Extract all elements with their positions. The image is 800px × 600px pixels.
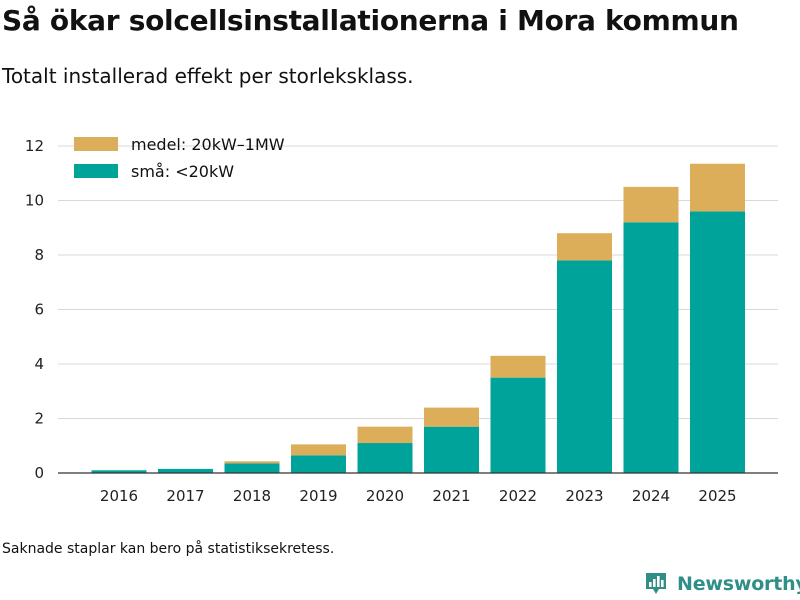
bar-segment-small [557,260,612,473]
bar-segment-medium [424,407,479,427]
bar-segment-medium [490,355,546,378]
y-tick-label: 2 [34,410,44,428]
bar-segment-small [291,455,346,473]
bar-segment-medium [224,461,280,464]
y-tick-label: 8 [34,246,44,264]
bar-segment-medium [623,186,679,223]
y-tick-label: 0 [34,464,44,482]
bar-segment-small [224,463,280,473]
x-tick-label: 2024 [632,487,670,505]
legend-label-medium: medel: 20kW–1MW [131,135,285,154]
brand-logo: Newsworthy [644,569,800,599]
y-tick-label: 10 [25,192,44,210]
x-tick-label: 2017 [166,487,204,505]
brand-name: Newsworthy [677,573,800,595]
stacked-bar-chart: 0 2 4 6 8 10 12 2016 2017 2018 2019 2020 2021 2022 202… [25,135,778,505]
bar-segment-small [91,470,147,473]
x-tick-label: 2016 [100,487,138,505]
x-tick-label: 2019 [299,487,337,505]
y-tick-label: 4 [34,355,44,373]
chart-subtitle: Totalt installerad effekt per storlekskl… [2,64,414,88]
footnote: Saknade staplar kan bero på statistiksek… [2,541,335,557]
axes: 0 2 4 6 8 10 12 2016 2017 2018 2019 2020 2021 2022 202… [25,137,778,505]
chart-title: Så ökar solcellsinstallationerna i Mora … [2,4,739,37]
x-tick-label: 2023 [565,487,603,505]
bars [91,163,745,473]
bar-segment-small [158,468,213,473]
bar-segment-small [357,443,413,473]
x-tick-label: 2025 [698,487,736,505]
y-tick-label: 12 [25,137,44,155]
bar-segment-medium [291,444,346,456]
bar-segment-medium [690,163,745,212]
bar-segment-small [623,222,679,473]
bar-segment-small [424,426,479,473]
bar-segment-small [690,211,745,473]
x-tick-label: 2020 [366,487,404,505]
bar-segment-medium [557,233,612,261]
legend-swatch-medium [74,137,118,151]
y-tick-label: 6 [34,301,44,319]
x-tick-label: 2021 [432,487,470,505]
x-tick-label: 2022 [499,487,537,505]
legend: medel: 20kW–1MW små: <20kW [74,135,285,181]
bar-chart-icon [646,573,666,594]
legend-swatch-small [74,164,118,178]
legend-label-small: små: <20kW [131,162,234,181]
bar-segment-small [490,377,546,473]
x-tick-label: 2018 [233,487,271,505]
bar-segment-medium [357,426,413,444]
